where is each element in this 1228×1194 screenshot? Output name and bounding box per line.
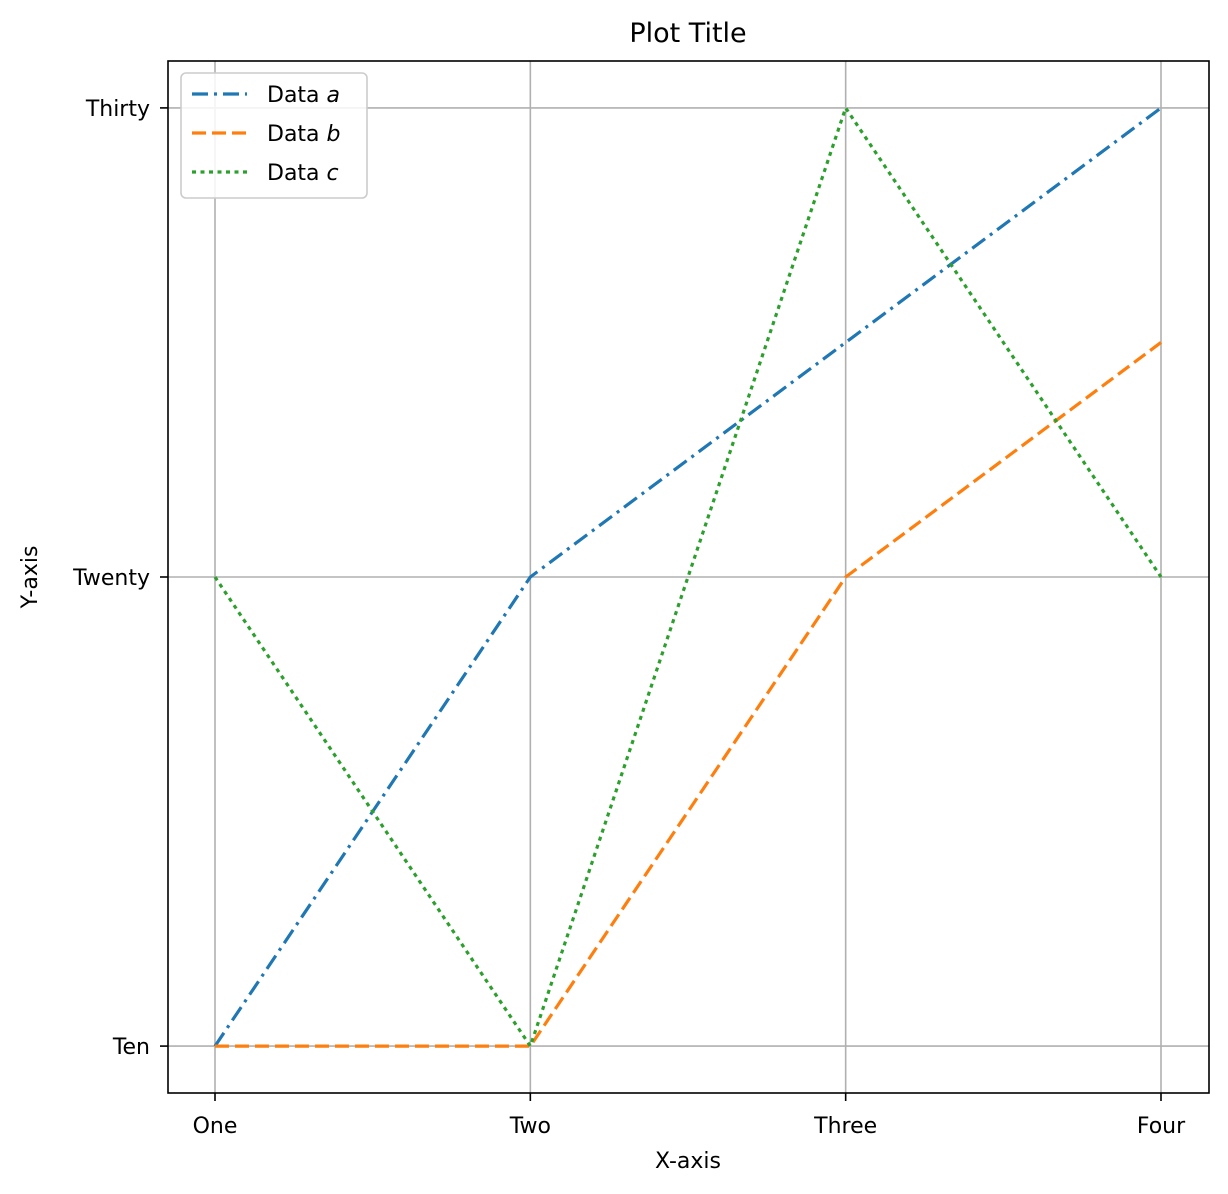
x-tick-label: One: [193, 1114, 238, 1139]
x-tick-label: Four: [1137, 1114, 1186, 1139]
y-tick-label: Twenty: [72, 566, 150, 591]
y-axis-label: Y-axis: [18, 546, 43, 610]
legend-label-c: Data c: [267, 161, 339, 186]
x-axis-label: X-axis: [655, 1149, 721, 1174]
y-tick-label: Thirty: [85, 97, 150, 122]
series-layer: [213, 106, 1163, 1048]
legend-box: [180, 72, 368, 199]
y-tick-label: Ten: [112, 1035, 150, 1060]
legend-label-a: Data a: [267, 83, 340, 108]
series-line-c: [213, 106, 1163, 1048]
tick-layer: One Two Three Four Ten Twenty Thirty: [72, 97, 1186, 1139]
x-tick-label: Two: [509, 1114, 551, 1139]
x-tick-label: Three: [813, 1114, 877, 1139]
legend-label-b: Data b: [267, 122, 341, 147]
legend: Data a Data b Data c: [180, 72, 368, 199]
chart-title: Plot Title: [629, 18, 746, 49]
